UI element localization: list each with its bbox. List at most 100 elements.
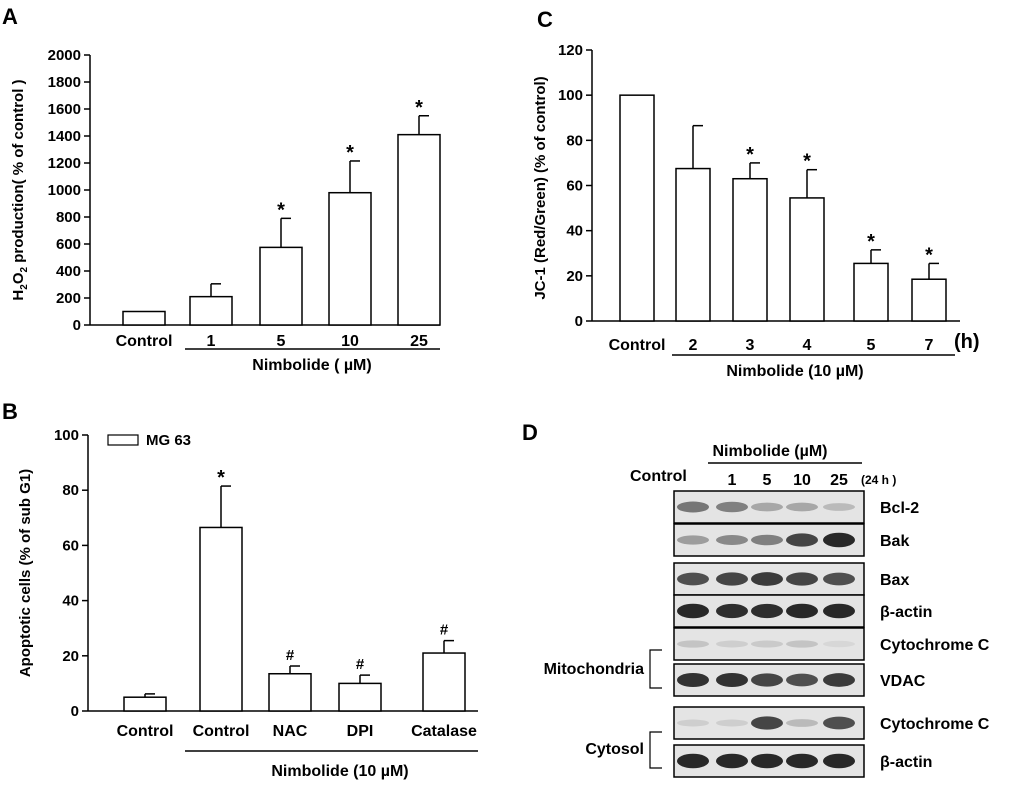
blot-band xyxy=(716,672,748,688)
b-ytick-label: 60 xyxy=(62,537,79,554)
panel-c-ylabel: JC-1 (Red/Green) (% of control) xyxy=(532,76,549,299)
blot-protein-label: β-actin xyxy=(880,754,932,771)
blot-row: Bcl-2 xyxy=(673,490,919,524)
c-bar xyxy=(911,278,947,322)
c-significance-mark: * xyxy=(867,231,875,253)
a-category-label: 10 xyxy=(341,333,359,350)
b-category-label: Control xyxy=(117,723,174,740)
blot-protein-label: Bax xyxy=(880,572,909,589)
blot-band xyxy=(751,673,783,687)
c-ytick-label: 80 xyxy=(566,132,583,149)
group-cytosol: Cytosol xyxy=(585,741,644,758)
panel-c-label: C xyxy=(537,7,553,32)
panel-a-chart: 0 200 400 600 800 1000 1200 1400 1600 1800 2000 Co… xyxy=(10,47,441,374)
blot-band xyxy=(786,673,818,687)
blot-lane-label: 1 xyxy=(728,472,737,489)
a-ytick-label: 400 xyxy=(56,263,81,280)
blot-treatment-label: Nimbolide (µM) xyxy=(713,443,828,460)
b-ytick-label: 80 xyxy=(62,482,79,499)
blot-band xyxy=(677,603,709,619)
blot-protein-label: Bak xyxy=(880,533,909,550)
a-significance-mark: * xyxy=(346,142,354,164)
blot-protein-label: β-actin xyxy=(880,604,932,621)
blot-band xyxy=(677,572,709,586)
svg-text:H2O2 production( % of control: H2O2 production( % of control ) xyxy=(10,79,30,300)
b-category-label: NAC xyxy=(273,723,308,740)
a-category-label: 25 xyxy=(410,333,428,350)
b-bar xyxy=(422,652,466,712)
blot-band xyxy=(823,532,855,548)
blot-lane-label: 5 xyxy=(763,472,772,489)
blot-band xyxy=(786,753,818,769)
a-ytick-label: 800 xyxy=(56,209,81,226)
a-bar xyxy=(328,191,372,326)
blot-control-label: Control xyxy=(630,468,687,485)
b-category-label: Control xyxy=(193,723,250,740)
panel-b-group-label: Nimbolide (10 µM) xyxy=(271,763,408,780)
panel-b-label: B xyxy=(2,399,18,424)
blot-protein-label: Cytochrome C xyxy=(880,637,990,654)
blot-band xyxy=(823,673,855,687)
blot-band xyxy=(823,572,855,586)
blot-band xyxy=(677,672,709,688)
b-bar xyxy=(123,696,167,712)
blot-band xyxy=(751,572,783,586)
c-ytick-label: 120 xyxy=(558,42,583,59)
blot-band xyxy=(716,501,748,513)
blot-lane-label: 25 xyxy=(830,472,848,489)
panel-a-label: A xyxy=(2,4,18,29)
a-ytick-label: 0 xyxy=(73,317,81,334)
blot-time-label: (24 h ) xyxy=(861,473,896,487)
c-bar xyxy=(675,167,711,322)
blot-protein-label: VDAC xyxy=(880,673,926,690)
c-bar xyxy=(619,94,655,322)
a-category-label: Control xyxy=(116,333,173,350)
blot-row: β-actin xyxy=(673,594,932,628)
blot-band xyxy=(677,640,709,648)
c-ytick-label: 60 xyxy=(566,178,583,195)
c-category-label: 3 xyxy=(746,337,755,354)
blot-band xyxy=(823,603,855,619)
panel-a-group-label: Nimbolide ( µM) xyxy=(252,357,371,374)
blot-band xyxy=(751,534,783,546)
legend-label: MG 63 xyxy=(146,432,191,449)
blot-band xyxy=(751,640,783,648)
panel-c-chart: 0 20 40 60 80 100 120 Control 2 * 3 * 4 * 5 * 7 JC-1 (R… xyxy=(532,42,980,380)
blot-row: Bax xyxy=(673,562,909,596)
c-ytick-label: 20 xyxy=(566,268,583,285)
panel-d-label: D xyxy=(522,420,538,445)
panel-b-ylabel: Apoptotic cells (% of sub G1) xyxy=(17,469,34,677)
blot-band xyxy=(716,534,748,546)
c-category-label: 4 xyxy=(803,337,812,354)
b-significance-mark: # xyxy=(286,647,295,664)
a-ytick-label: 1000 xyxy=(48,182,81,199)
blot-band xyxy=(751,603,783,619)
blot-row: Cytochrome C xyxy=(673,706,990,740)
c-ytick-label: 40 xyxy=(566,223,583,240)
b-ytick-label: 20 xyxy=(62,648,79,665)
panel-b-chart: 0 20 40 60 80 100 Control * Control # NAC # DPI # Cat… xyxy=(17,427,478,780)
a-ytick-label: 1200 xyxy=(48,155,81,172)
a-ytick-label: 1800 xyxy=(48,74,81,91)
blot-band xyxy=(786,502,818,512)
c-category-label: 5 xyxy=(867,337,876,354)
panel-c-unit-label: (h) xyxy=(954,331,980,353)
b-significance-mark: # xyxy=(356,656,365,673)
c-significance-mark: * xyxy=(746,144,754,166)
blot-band xyxy=(823,716,855,730)
blot-band xyxy=(716,572,748,586)
blot-lane-label: 10 xyxy=(793,472,811,489)
b-significance-mark: # xyxy=(440,622,449,639)
a-bar xyxy=(397,133,441,326)
a-ytick-label: 200 xyxy=(56,290,81,307)
blot-band xyxy=(716,603,748,619)
blot-band xyxy=(786,603,818,619)
blot-band xyxy=(677,501,709,513)
panel-c-group-label: Nimbolide (10 µM) xyxy=(726,363,863,380)
a-bar xyxy=(189,295,233,326)
blot-band xyxy=(823,640,855,648)
blot-protein-label: Cytochrome C xyxy=(880,716,990,733)
c-bar xyxy=(789,197,825,322)
blot-band xyxy=(716,719,748,727)
